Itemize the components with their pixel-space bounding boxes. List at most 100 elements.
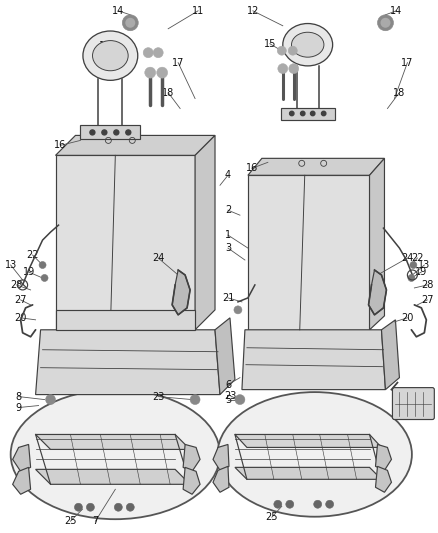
Text: 22: 22: [411, 253, 424, 263]
Text: 20: 20: [401, 313, 413, 323]
Polygon shape: [195, 135, 215, 330]
Polygon shape: [56, 135, 215, 155]
Circle shape: [321, 111, 326, 116]
Circle shape: [41, 274, 48, 281]
Circle shape: [39, 262, 46, 269]
Text: 4: 4: [225, 170, 231, 180]
Text: 28: 28: [11, 280, 23, 290]
Circle shape: [408, 274, 415, 281]
Text: 27: 27: [421, 295, 434, 305]
Circle shape: [46, 394, 56, 405]
Text: 6: 6: [225, 379, 231, 390]
Text: 19: 19: [22, 267, 35, 277]
Polygon shape: [183, 445, 200, 471]
Polygon shape: [56, 155, 195, 330]
Text: 16: 16: [246, 163, 258, 173]
Circle shape: [378, 15, 393, 31]
Text: 24: 24: [152, 253, 164, 263]
Text: 22: 22: [26, 250, 39, 260]
Circle shape: [290, 111, 294, 116]
Polygon shape: [375, 445, 392, 470]
Text: 13: 13: [418, 260, 431, 270]
Polygon shape: [370, 158, 385, 330]
Circle shape: [286, 500, 294, 508]
Circle shape: [90, 130, 95, 135]
Text: 18: 18: [393, 87, 406, 98]
Polygon shape: [35, 330, 220, 394]
Text: 11: 11: [192, 6, 204, 16]
Polygon shape: [235, 467, 381, 479]
Polygon shape: [248, 158, 385, 175]
Polygon shape: [56, 310, 195, 330]
Text: 12: 12: [247, 6, 259, 16]
Text: 28: 28: [421, 280, 434, 290]
Circle shape: [126, 130, 131, 135]
Circle shape: [153, 47, 163, 58]
Polygon shape: [172, 270, 190, 315]
FancyBboxPatch shape: [392, 387, 434, 419]
Circle shape: [102, 130, 107, 135]
Polygon shape: [213, 445, 229, 470]
Polygon shape: [375, 466, 392, 492]
Text: 25: 25: [265, 512, 278, 522]
Circle shape: [234, 306, 242, 314]
Text: 20: 20: [14, 313, 27, 323]
Circle shape: [300, 111, 305, 116]
Polygon shape: [35, 470, 190, 484]
Circle shape: [277, 46, 286, 55]
Ellipse shape: [283, 23, 332, 66]
Circle shape: [311, 111, 315, 116]
Text: 23: 23: [152, 392, 164, 401]
Text: 1: 1: [225, 230, 231, 240]
Text: 16: 16: [54, 140, 67, 150]
Text: 26: 26: [416, 409, 428, 419]
Text: 17: 17: [401, 58, 413, 68]
Text: 13: 13: [4, 260, 17, 270]
Circle shape: [381, 18, 390, 28]
Polygon shape: [13, 445, 31, 471]
Polygon shape: [242, 330, 385, 390]
Text: 17: 17: [172, 58, 184, 68]
Polygon shape: [381, 320, 399, 390]
Polygon shape: [215, 318, 235, 394]
Text: 15: 15: [264, 39, 276, 49]
Circle shape: [274, 500, 282, 508]
Polygon shape: [248, 175, 370, 330]
Circle shape: [74, 503, 82, 511]
Text: 5: 5: [225, 394, 231, 405]
Ellipse shape: [292, 32, 324, 57]
Text: 24: 24: [401, 253, 413, 263]
Circle shape: [326, 500, 334, 508]
Text: 10: 10: [416, 392, 428, 401]
FancyBboxPatch shape: [281, 108, 335, 120]
Text: 18: 18: [162, 87, 174, 98]
Circle shape: [157, 67, 168, 78]
Polygon shape: [213, 466, 229, 492]
Circle shape: [288, 46, 297, 55]
Text: 3: 3: [225, 243, 231, 253]
Text: 14: 14: [390, 6, 403, 16]
Circle shape: [410, 262, 417, 269]
Circle shape: [86, 503, 95, 511]
Polygon shape: [368, 270, 386, 315]
Circle shape: [190, 394, 200, 405]
Circle shape: [145, 67, 155, 78]
Ellipse shape: [11, 390, 220, 519]
Text: 25: 25: [64, 516, 77, 526]
Text: 8: 8: [16, 392, 22, 401]
Ellipse shape: [83, 31, 138, 80]
Circle shape: [122, 15, 138, 31]
FancyBboxPatch shape: [81, 125, 140, 140]
Ellipse shape: [92, 41, 128, 71]
Text: 7: 7: [92, 516, 99, 526]
Circle shape: [114, 130, 119, 135]
Circle shape: [126, 503, 134, 511]
Text: 27: 27: [14, 295, 27, 305]
Circle shape: [125, 18, 135, 28]
Text: 15: 15: [99, 41, 112, 51]
Polygon shape: [235, 434, 381, 447]
Text: 2: 2: [225, 205, 231, 215]
Text: 14: 14: [112, 6, 124, 16]
Polygon shape: [183, 467, 200, 494]
Ellipse shape: [218, 392, 412, 516]
